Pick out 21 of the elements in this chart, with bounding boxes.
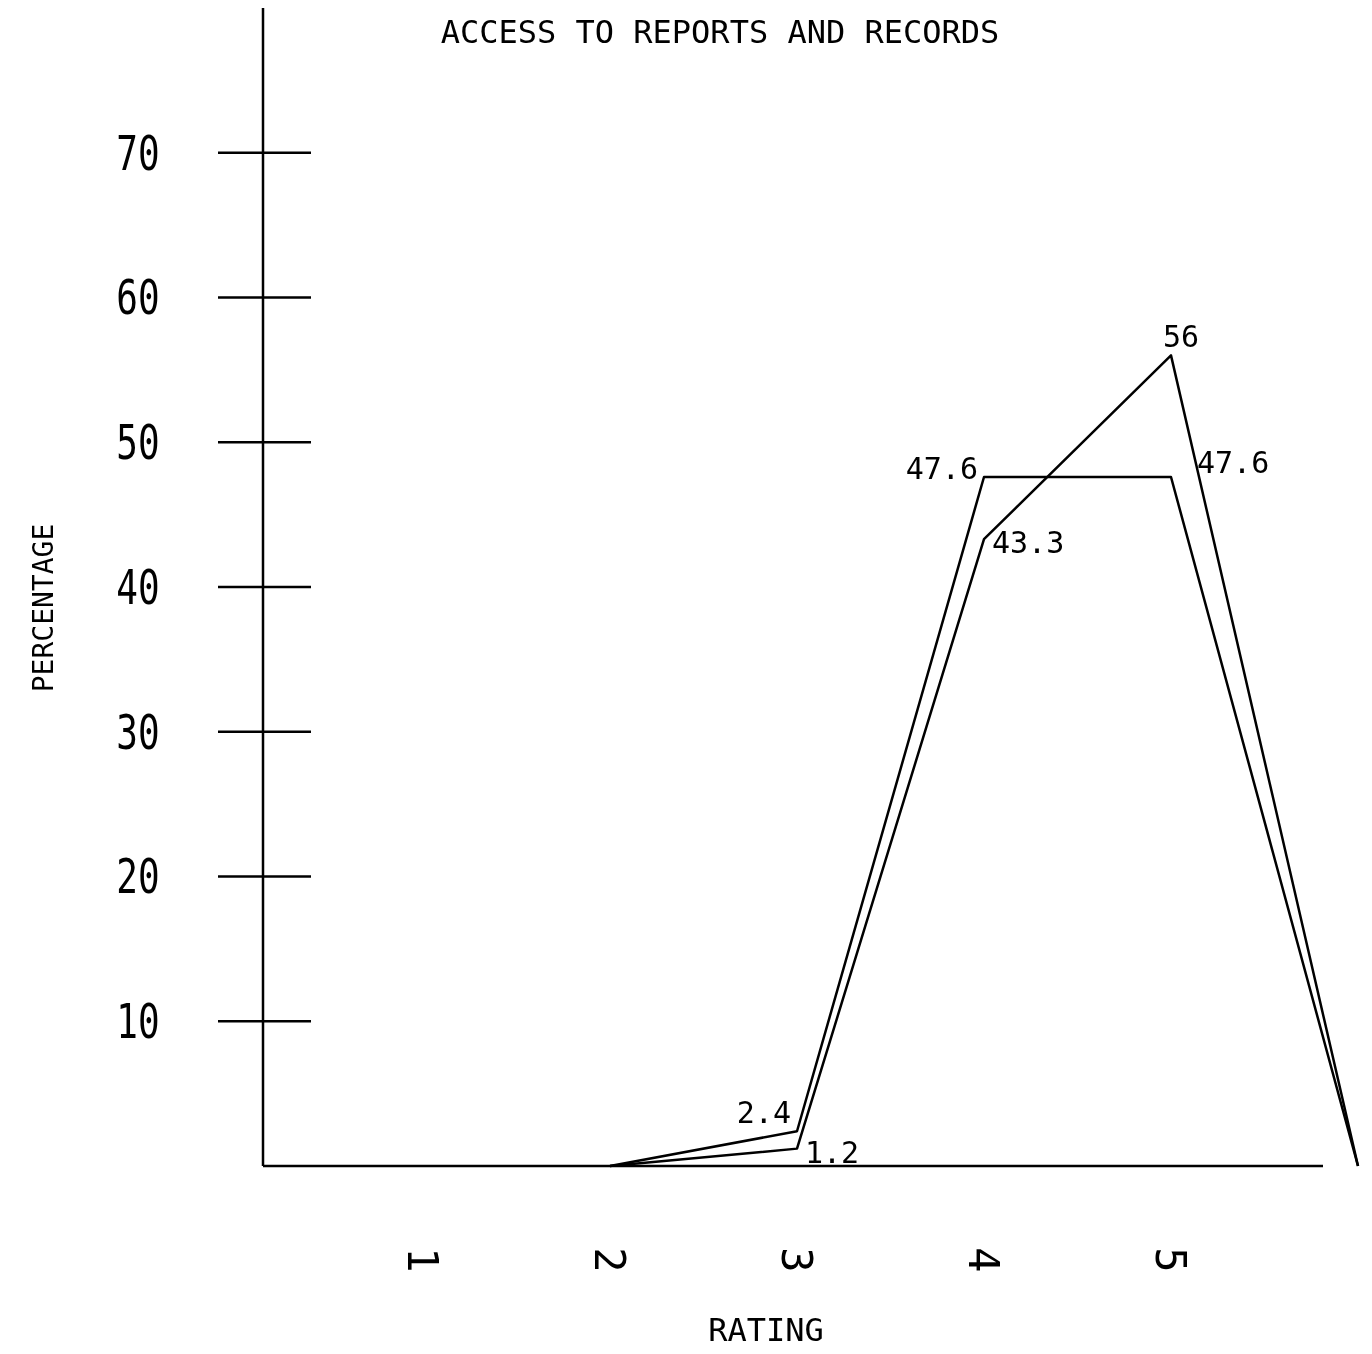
x-tick-label: 3 xyxy=(772,1247,822,1273)
x-tick-label: 2 xyxy=(585,1247,635,1273)
data-label: 1.2 xyxy=(805,1134,860,1170)
data-label: 43.3 xyxy=(992,525,1065,561)
y-axis-title: PERCENTAGE xyxy=(26,523,60,693)
chart-title: ACCESS TO REPORTS AND RECORDS xyxy=(440,13,1000,51)
y-tick-label: 70 xyxy=(116,125,160,181)
x-tick-label: 4 xyxy=(959,1247,1009,1273)
y-tick-label: 50 xyxy=(116,414,160,471)
y-tick-label: 20 xyxy=(116,849,160,905)
data-label: 2.4 xyxy=(736,1095,791,1131)
x-tick-label: 5 xyxy=(1146,1247,1196,1273)
y-tick-label: 60 xyxy=(116,270,160,326)
y-tick-label: 30 xyxy=(116,704,160,760)
y-tick-label: 40 xyxy=(116,559,160,616)
data-label: 56 xyxy=(1162,319,1200,355)
x-tick-label: 1 xyxy=(398,1247,448,1273)
x-axis-title: RATING xyxy=(708,1311,824,1350)
data-label: 47.6 xyxy=(905,450,978,486)
y-tick-label: 10 xyxy=(116,993,160,1050)
data-label: 47.6 xyxy=(1197,444,1270,480)
